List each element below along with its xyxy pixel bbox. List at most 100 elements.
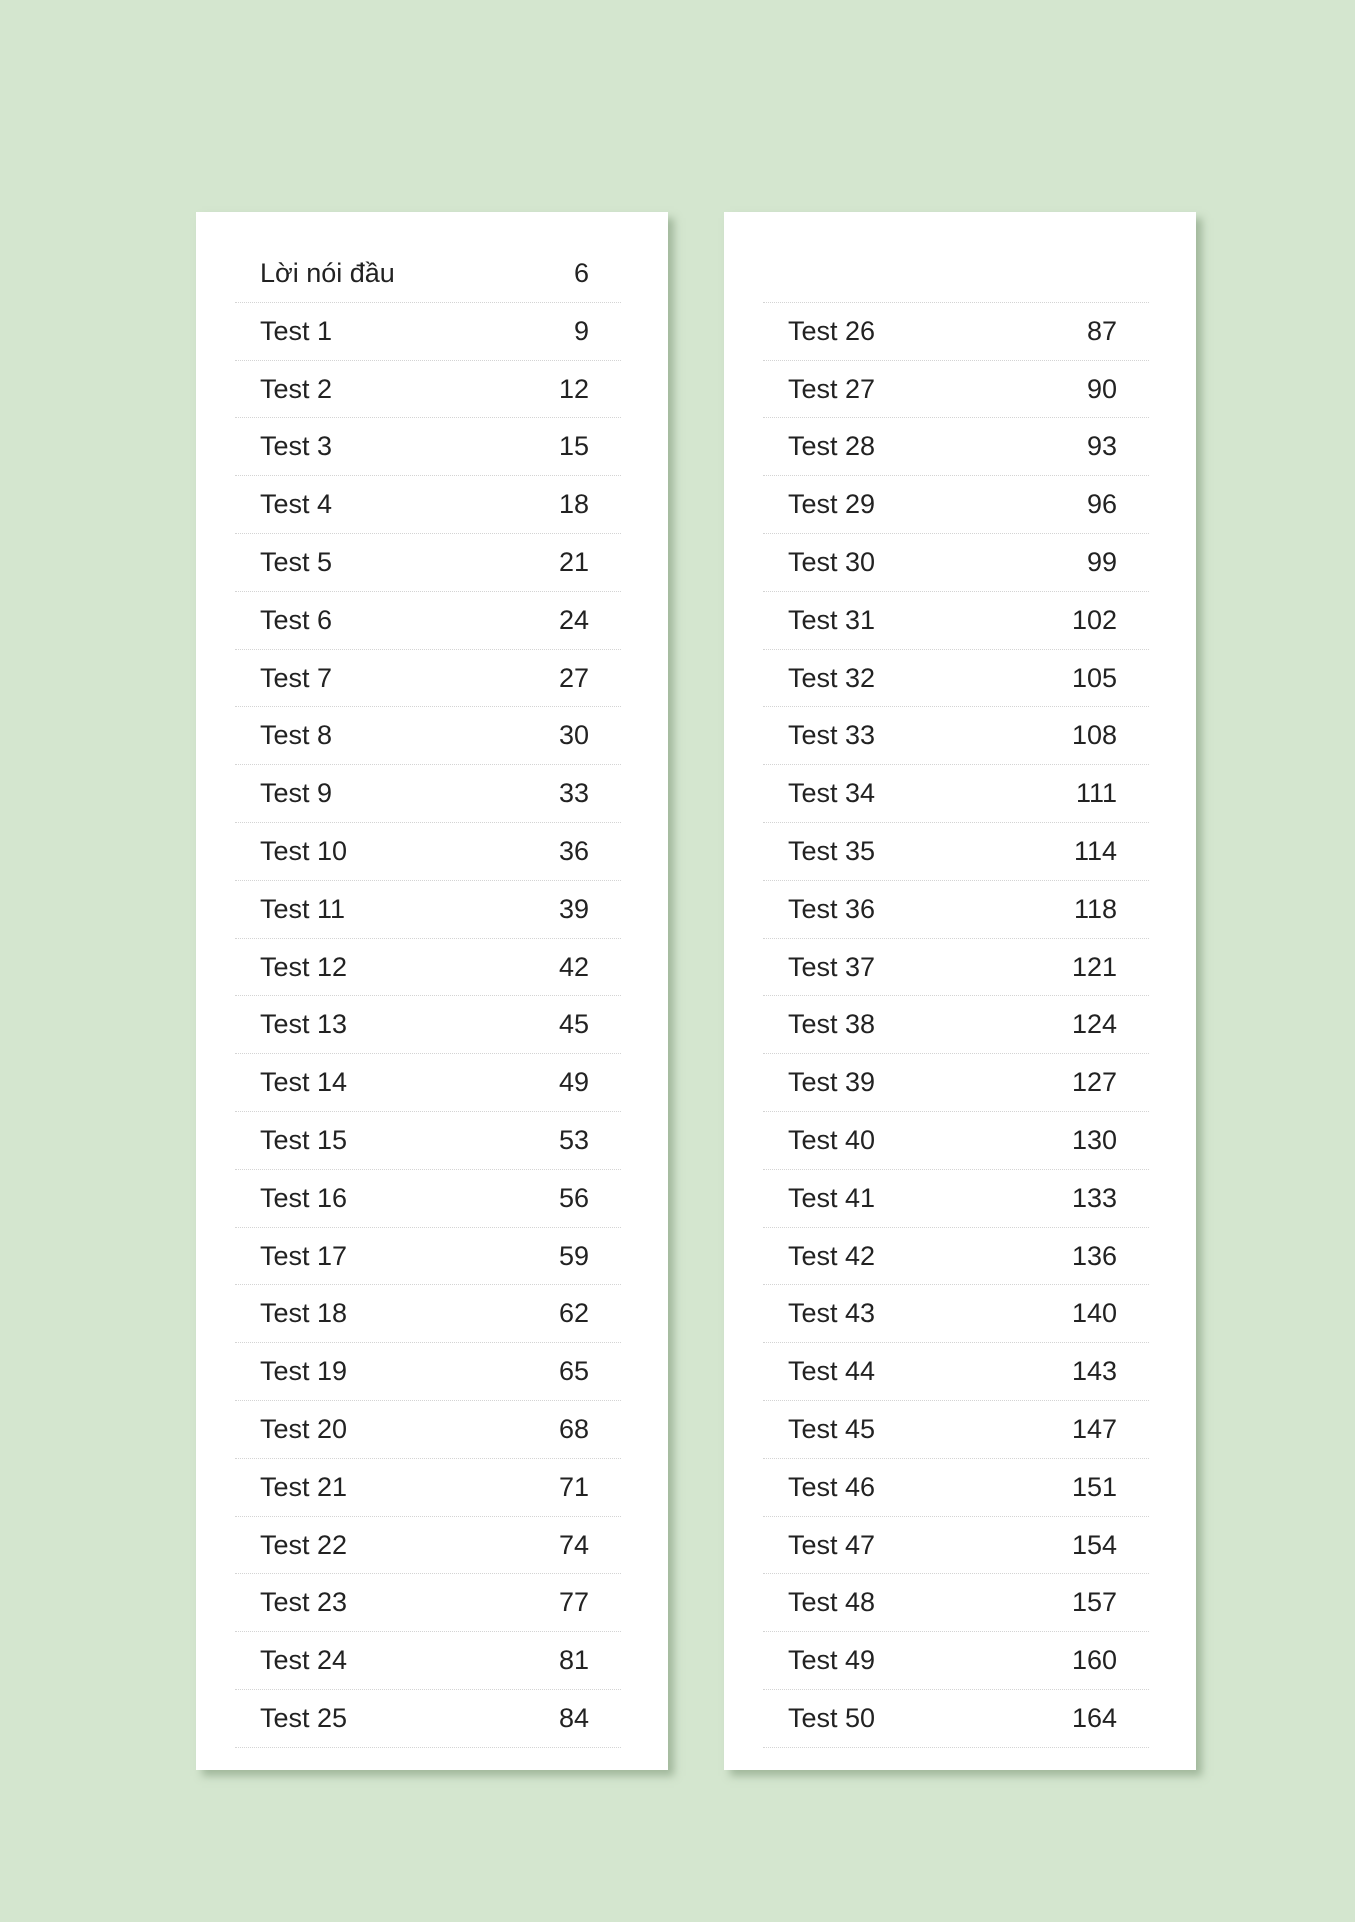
toc-entry-page-number: 6 — [573, 258, 589, 288]
toc-entry[interactable]: Test 3 15 — [235, 418, 621, 477]
toc-entry[interactable] — [763, 245, 1149, 303]
toc-entry-title: Test 9 — [260, 778, 333, 809]
toc-entry-title: Test 27 — [788, 373, 876, 404]
toc-entry[interactable]: Test 47 154 — [763, 1517, 1149, 1575]
toc-column-right: Test 26 87 Test 27 90 Test 28 93 Test 29 96 Test… — [724, 212, 1196, 1770]
toc-entry[interactable]: Test 28 93 — [763, 418, 1149, 477]
toc-entry-title: Test 5 — [260, 546, 333, 577]
toc-entry-page-number: 42 — [558, 951, 589, 982]
toc-entry-page-number: 157 — [1071, 1587, 1117, 1618]
toc-entry[interactable]: Test 8 30 — [235, 707, 621, 766]
toc-entry-title: Lời nói đầu — [260, 258, 395, 288]
toc-entry[interactable]: Test 2 12 — [235, 361, 621, 419]
toc-entry[interactable]: Test 39 127 — [763, 1054, 1149, 1112]
toc-entry[interactable]: Test 22 74 — [235, 1517, 621, 1575]
toc-entry-title: Test 16 — [260, 1182, 348, 1213]
toc-entry-page-number: 45 — [558, 1009, 589, 1040]
toc-entry[interactable]: Test 27 90 — [763, 361, 1149, 419]
toc-entry[interactable]: Test 20 68 — [235, 1401, 621, 1459]
toc-entry-page-number: 90 — [1086, 373, 1117, 404]
toc-entry-page-number: 56 — [558, 1182, 589, 1213]
toc-entry[interactable]: Test 1 9 — [235, 303, 621, 361]
toc-entry[interactable]: Test 9 33 — [235, 765, 621, 823]
toc-entry-page-number: 105 — [1071, 662, 1117, 693]
toc-entry[interactable]: Test 6 24 — [235, 592, 621, 650]
toc-entry[interactable]: Test 44 143 — [763, 1343, 1149, 1401]
toc-entry[interactable]: Test 38 124 — [763, 996, 1149, 1055]
toc-entry-page-number: 62 — [558, 1298, 589, 1329]
toc-entry[interactable]: Test 21 71 — [235, 1459, 621, 1517]
toc-entry-page-number: 77 — [558, 1587, 589, 1618]
toc-entry[interactable]: Test 13 45 — [235, 996, 621, 1055]
toc-entry[interactable]: Test 48 157 — [763, 1574, 1149, 1633]
toc-entry-title: Test 21 — [260, 1471, 348, 1502]
toc-entry-page-number: 36 — [558, 835, 589, 866]
toc-entry-page-number: 118 — [1073, 893, 1117, 924]
toc-entry-page-number: 84 — [558, 1702, 589, 1733]
toc-entry[interactable]: Test 50 164 — [763, 1690, 1149, 1748]
toc-entry-title: Test 47 — [788, 1529, 876, 1560]
toc-entry-title: Test 10 — [260, 835, 348, 866]
toc-entry[interactable]: Test 18 62 — [235, 1285, 621, 1344]
toc-entry[interactable]: Test 11 39 — [235, 881, 621, 939]
toc-entry[interactable]: Test 32 105 — [763, 650, 1149, 708]
toc-entry[interactable]: Lời nói đầu 6 — [235, 245, 621, 303]
toc-entry[interactable]: Test 42 136 — [763, 1228, 1149, 1286]
toc-entry-title: Test 50 — [788, 1702, 876, 1733]
toc-entry[interactable]: Test 35 114 — [763, 823, 1149, 881]
toc-entry[interactable]: Test 19 65 — [235, 1343, 621, 1401]
toc-entry-page-number: 127 — [1071, 1067, 1117, 1098]
toc-entry-title: Test 42 — [788, 1240, 876, 1271]
toc-entry[interactable]: Test 46 151 — [763, 1459, 1149, 1517]
toc-entry[interactable]: Test 14 49 — [235, 1054, 621, 1112]
toc-entry-page-number: 15 — [558, 431, 589, 462]
toc-entry-title: Test 38 — [788, 1009, 876, 1040]
toc-entry-page-number: 151 — [1071, 1471, 1117, 1502]
toc-entry-page-number: 124 — [1071, 1009, 1117, 1040]
toc-entry-title: Test 15 — [260, 1124, 348, 1155]
toc-entry[interactable]: Test 25 84 — [235, 1690, 621, 1748]
toc-entry-page-number: 33 — [558, 778, 589, 809]
toc-entry[interactable]: Test 23 77 — [235, 1574, 621, 1633]
toc-entry-page-number: 18 — [558, 489, 589, 520]
toc-entry-page-number: 114 — [1073, 835, 1117, 866]
toc-entry-page-number: 59 — [558, 1240, 589, 1271]
toc-entry[interactable]: Test 40 130 — [763, 1112, 1149, 1170]
toc-entry-title: Test 2 — [260, 373, 333, 404]
toc-entry[interactable]: Test 30 99 — [763, 534, 1149, 592]
toc-entry[interactable]: Test 26 87 — [763, 303, 1149, 361]
toc-entry[interactable]: Test 43 140 — [763, 1285, 1149, 1344]
toc-entry[interactable]: Test 17 59 — [235, 1228, 621, 1286]
toc-entry-page-number: 65 — [558, 1356, 589, 1387]
toc-entry[interactable]: Test 36 118 — [763, 881, 1149, 939]
toc-entry[interactable]: Test 37 121 — [763, 939, 1149, 997]
toc-entry[interactable]: Test 12 42 — [235, 939, 621, 997]
toc-entry[interactable]: Test 16 56 — [235, 1170, 621, 1228]
toc-entry-page-number: 49 — [558, 1067, 589, 1098]
toc-entry-page-number: 140 — [1071, 1298, 1117, 1329]
toc-entry-title: Test 23 — [260, 1587, 348, 1618]
toc-entry-page-number: 74 — [558, 1529, 589, 1560]
toc-entry[interactable]: Test 29 96 — [763, 476, 1149, 534]
toc-entry-title: Test 8 — [260, 720, 333, 751]
toc-entry-title: Test 35 — [788, 835, 876, 866]
toc-entry-title: Test 13 — [260, 1009, 348, 1040]
toc-entry[interactable]: Test 41 133 — [763, 1170, 1149, 1228]
toc-entry-title: Test 3 — [260, 431, 333, 462]
toc-entry[interactable]: Test 49 160 — [763, 1632, 1149, 1690]
toc-entry[interactable]: Test 31 102 — [763, 592, 1149, 650]
toc-entry[interactable]: Test 10 36 — [235, 823, 621, 881]
toc-entry[interactable]: Test 5 21 — [235, 534, 621, 592]
toc-entry[interactable]: Test 24 81 — [235, 1632, 621, 1690]
toc-entry[interactable]: Test 45 147 — [763, 1401, 1149, 1459]
toc-entry[interactable]: Test 33 108 — [763, 707, 1149, 766]
toc-entry-title: Test 39 — [788, 1067, 876, 1098]
toc-entry[interactable]: Test 34 111 — [763, 765, 1149, 823]
toc-entry[interactable]: Test 15 53 — [235, 1112, 621, 1170]
toc-entry[interactable]: Test 7 27 — [235, 650, 621, 708]
toc-entry-page-number: 53 — [558, 1124, 589, 1155]
toc-entry-title: Test 22 — [260, 1529, 348, 1560]
toc-entry-title: Test 40 — [788, 1124, 876, 1155]
toc-column-left: Lời nói đầu 6 Test 1 9 Test 2 12 Test 3 15 Test … — [196, 212, 668, 1770]
toc-entry[interactable]: Test 4 18 — [235, 476, 621, 534]
